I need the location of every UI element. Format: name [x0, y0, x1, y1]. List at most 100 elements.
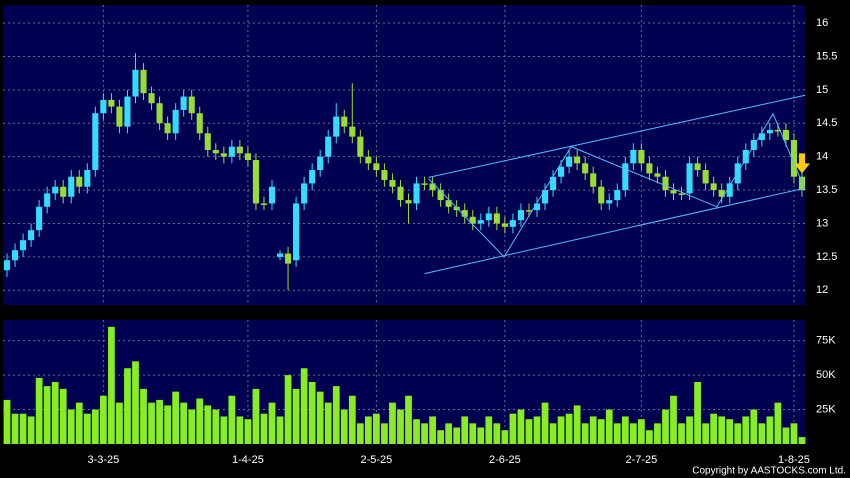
- candle-body: [204, 133, 211, 150]
- volume-bar: [694, 382, 701, 444]
- volume-bar: [91, 409, 99, 444]
- candle-body: [421, 183, 428, 185]
- candle-body: [116, 106, 123, 127]
- volume-bar: [204, 405, 212, 444]
- candle-body: [148, 93, 155, 104]
- volume-bar: [726, 419, 734, 444]
- volume-bar: [742, 416, 750, 444]
- x-tick-label: 3-3-25: [87, 454, 119, 466]
- volume-bar: [573, 405, 581, 444]
- volume-bar: [525, 419, 533, 444]
- candle-body: [469, 216, 476, 224]
- candle-body: [662, 176, 669, 191]
- volume-bar: [597, 419, 605, 444]
- volume-bar: [148, 402, 155, 444]
- y-tick-label: 13.5: [816, 184, 837, 196]
- candle-body: [349, 126, 356, 137]
- candle-body: [550, 176, 557, 191]
- volume-bar: [445, 423, 453, 444]
- x-tick-label: 2-5-25: [360, 454, 392, 466]
- volume-bar: [629, 423, 637, 444]
- volume-bar: [766, 416, 774, 444]
- volume-bar: [316, 391, 324, 444]
- candle-body: [558, 166, 565, 177]
- candle-body: [357, 136, 364, 157]
- volume-bar: [678, 423, 685, 444]
- candle-body: [244, 153, 251, 161]
- candle-body: [574, 156, 581, 164]
- candle-body: [188, 96, 195, 114]
- volume-bar: [381, 423, 388, 444]
- volume-bar: [324, 402, 332, 444]
- candle-body: [678, 193, 685, 195]
- volume-bar: [790, 423, 798, 444]
- candle-body: [718, 190, 725, 197]
- candle-body: [381, 170, 388, 181]
- volume-bar: [710, 413, 718, 444]
- volume-bar: [389, 402, 396, 444]
- volume-bar: [734, 423, 742, 444]
- candle-body: [509, 220, 516, 227]
- y-tick-label: 16: [816, 17, 828, 29]
- volume-bar: [373, 413, 380, 444]
- zigzag-line: [428, 112, 806, 258]
- candle-body: [108, 99, 115, 107]
- volume-bar: [284, 375, 292, 444]
- x-tick-label: 2-7-25: [625, 454, 657, 466]
- candle-body: [389, 180, 396, 187]
- trend-line: [424, 187, 806, 275]
- volume-bar: [646, 430, 653, 444]
- volume-bar: [533, 416, 541, 444]
- volume-bar: [276, 416, 284, 444]
- volume-bar: [51, 382, 59, 444]
- candle-body: [686, 163, 693, 194]
- volume-bar: [662, 409, 669, 444]
- candle-body: [614, 190, 621, 201]
- volume-bar: [180, 402, 188, 444]
- candle-body: [437, 190, 444, 201]
- candle-body: [228, 146, 235, 157]
- candle-body: [285, 253, 292, 264]
- candle-body: [172, 109, 179, 134]
- candle-body: [260, 203, 268, 205]
- candle-body: [36, 206, 43, 231]
- candle-body: [606, 200, 613, 204]
- volume-bar: [493, 423, 501, 444]
- candle-body: [276, 253, 284, 257]
- volume-bar: [43, 386, 51, 444]
- volume-bar: [501, 430, 509, 444]
- y-tick-label: 25K: [816, 403, 836, 415]
- candle-body: [341, 116, 348, 127]
- y-tick-label: 13: [816, 217, 828, 229]
- candle-body: [702, 170, 709, 184]
- volume-bar: [702, 423, 709, 444]
- volume-bar: [220, 416, 228, 444]
- candle-body: [156, 103, 163, 124]
- volume-bar: [292, 388, 300, 444]
- candle-body: [180, 96, 187, 110]
- candle-body: [485, 213, 492, 221]
- volume-bar: [19, 413, 27, 444]
- volume-bar: [35, 377, 43, 444]
- volume-bar: [11, 413, 19, 444]
- candle-body: [790, 139, 798, 177]
- volume-bar: [27, 416, 35, 444]
- signal-arrow: [793, 153, 810, 174]
- volume-bar: [124, 368, 131, 444]
- candle-body: [196, 113, 203, 134]
- volume-bar: [332, 386, 340, 444]
- volume-bar: [132, 361, 139, 444]
- candle-body: [670, 190, 677, 194]
- volume-bar: [621, 416, 629, 444]
- volume-bar: [613, 423, 621, 444]
- volume-bar: [3, 399, 11, 444]
- candle-body: [582, 163, 589, 174]
- volume-bar: [100, 395, 107, 444]
- candle-body: [325, 136, 332, 157]
- candle-body: [68, 176, 75, 197]
- candle-body: [758, 133, 765, 140]
- volume-bar: [196, 398, 204, 444]
- volume-bar: [581, 423, 589, 444]
- volume-bar: [340, 409, 348, 444]
